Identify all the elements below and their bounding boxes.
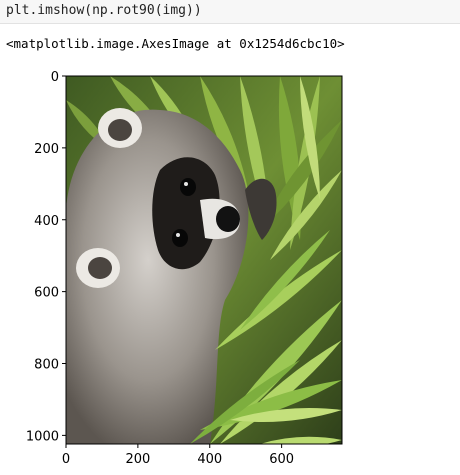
- y-tick-label: 400: [34, 214, 59, 229]
- raccoon-nose: [216, 206, 240, 232]
- x-tick-label: 0: [62, 452, 70, 467]
- code-line[interactable]: plt.imshow(np.rot90(img)): [6, 3, 202, 18]
- x-axis: 0 200 400 600: [62, 444, 294, 467]
- palm-frond: [190, 360, 300, 444]
- code-cell[interactable]: plt.imshow(np.rot90(img)): [0, 0, 460, 24]
- raccoon-mask: [152, 157, 220, 270]
- raccoon-image: [66, 76, 342, 444]
- y-tick-label: 600: [34, 286, 59, 301]
- x-tick-label: 600: [269, 452, 294, 467]
- y-tick-label: 800: [34, 358, 59, 373]
- palm-frond: [215, 250, 342, 350]
- x-tick-label: 400: [197, 452, 222, 467]
- palm-frond: [270, 170, 342, 260]
- output-repr: <matplotlib.image.AxesImage at 0x1254d6c…: [6, 36, 345, 51]
- y-tick-label: 200: [34, 142, 59, 157]
- palm-frond: [300, 76, 320, 200]
- y-axis: 0 200 400 600 800 1000: [26, 70, 66, 444]
- palm-frond: [200, 380, 342, 430]
- x-tick-label: 200: [125, 452, 150, 467]
- palm-frond: [230, 407, 342, 423]
- palm-frond: [240, 230, 330, 330]
- palm-frond: [260, 120, 342, 230]
- palm-frond: [260, 436, 342, 444]
- y-tick-label: 1000: [26, 429, 59, 444]
- y-tick-label: 0: [51, 70, 59, 85]
